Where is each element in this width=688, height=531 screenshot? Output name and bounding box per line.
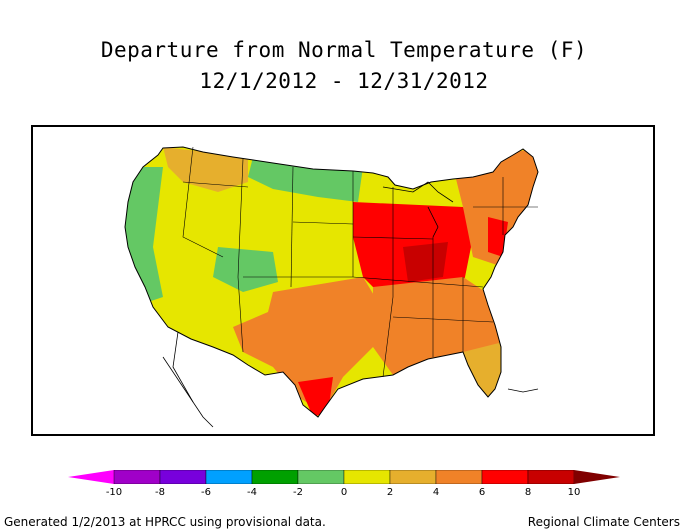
legend-tick-label: -4 [247, 487, 257, 498]
legend-swatch [435, 470, 483, 484]
date-range: 12/1/2012 - 12/31/2012 [199, 69, 489, 93]
legend-tick-label: -6 [201, 487, 211, 498]
temperature-fill [125, 147, 538, 417]
coastal-outlines [162, 181, 539, 428]
legend-swatch [113, 470, 161, 484]
legend-swatch [481, 470, 529, 484]
legend-tick-label: -8 [155, 487, 165, 498]
legend-swatch [159, 470, 207, 484]
region-florida [463, 342, 503, 402]
legend-tick-label: 6 [478, 487, 486, 498]
legend-swatch [205, 470, 253, 484]
color-legend [68, 470, 620, 484]
legend-tick-label: 10 [567, 487, 581, 498]
region-southern-plains [233, 277, 378, 412]
legend-swatch-below-min [68, 470, 114, 484]
source-credit: Regional Climate Centers [527, 515, 680, 529]
region-ohio-valley [403, 242, 448, 282]
map-title: Departure from Normal Temperature (F) [100, 38, 588, 62]
region-northwest [163, 147, 248, 192]
legend-tick-label: 4 [432, 487, 440, 498]
legend-tick-label: 8 [524, 487, 532, 498]
map-frame [31, 125, 655, 436]
legend-tick-label: 0 [340, 487, 348, 498]
legend-tick-label: 2 [386, 487, 394, 498]
legend-swatch-above-max [574, 470, 620, 484]
legend-tick-label: -10 [105, 487, 123, 498]
legend-colorbar [68, 470, 620, 484]
legend-swatch [251, 470, 299, 484]
legend-swatch [343, 470, 391, 484]
region-texas-south [298, 377, 333, 417]
legend-swatch [527, 470, 575, 484]
legend-swatch [297, 470, 345, 484]
generated-note: Generated 1/2/2013 at HPRCC using provis… [4, 515, 326, 529]
region-rockies-green [213, 247, 278, 292]
legend-swatch [389, 470, 437, 484]
us-temperature-map [124, 146, 539, 428]
legend-tick-label: -2 [293, 487, 303, 498]
